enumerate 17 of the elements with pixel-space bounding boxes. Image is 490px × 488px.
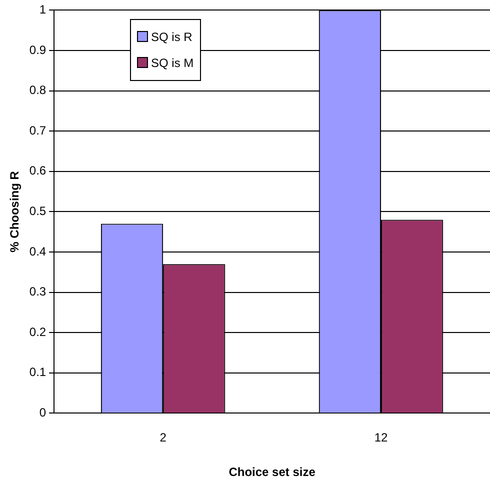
legend-label: SQ is M [150,55,194,72]
y-tick-label: 0.1 [29,365,46,380]
y-tick-label: 0.9 [29,42,46,57]
y-tick-label: 1 [39,2,46,17]
x-tick-label: 12 [374,430,388,445]
y-tick-label: 0.6 [29,164,46,178]
y-tick-label: 0.3 [29,284,46,299]
y-tick-label: 0.5 [29,204,46,218]
y-tick-label: 0.2 [29,324,46,339]
legend-label: SQ is R [150,29,194,46]
x-tick-label: 2 [160,430,167,445]
y-tick-label: 0.7 [29,123,46,138]
y-axis-title: % Choosing R [8,170,22,252]
y-tick-label: 0 [39,406,46,420]
y-tick-label: 0.4 [29,244,46,258]
x-axis-title: Choice set size [228,465,316,480]
y-tick-label: 0.8 [29,83,46,98]
